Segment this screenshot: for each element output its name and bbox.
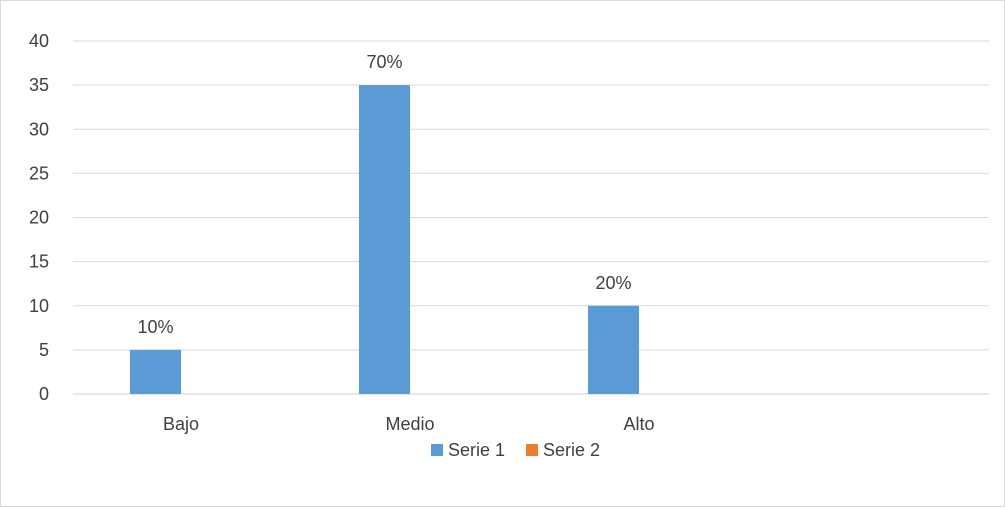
gridlines <box>73 40 989 395</box>
x-tick-label: Medio <box>385 414 434 434</box>
data-label: 10% <box>137 317 173 337</box>
bar-serie-1-medio <box>359 85 410 394</box>
legend-swatch <box>431 444 443 456</box>
data-label: 20% <box>595 273 631 293</box>
x-axis-ticks: Bajo Medio Alto <box>163 414 655 434</box>
legend-label: Serie 1 <box>448 440 505 460</box>
data-label: 70% <box>366 52 402 72</box>
bar-serie-1-bajo <box>130 349 181 394</box>
legend: Serie 1 Serie 2 <box>431 440 600 460</box>
y-tick-label: 20 <box>29 208 49 228</box>
x-tick-label: Alto <box>623 414 654 434</box>
y-tick-label: 10 <box>29 296 49 316</box>
y-tick-label: 5 <box>39 340 49 360</box>
y-tick-label: 30 <box>29 119 49 139</box>
bar-serie-1-alto <box>588 305 639 394</box>
y-tick-label: 25 <box>29 163 49 183</box>
x-tick-label: Bajo <box>163 414 199 434</box>
y-tick-label: 15 <box>29 252 49 272</box>
y-axis-ticks: 0 5 10 15 20 25 30 35 40 <box>29 31 49 404</box>
y-tick-label: 40 <box>29 31 49 51</box>
bars <box>130 85 639 394</box>
legend-swatch <box>526 444 538 456</box>
y-tick-label: 35 <box>29 75 49 95</box>
y-tick-label: 0 <box>39 384 49 404</box>
legend-label: Serie 2 <box>543 440 600 460</box>
data-labels: 10% 70% 20% <box>137 52 631 337</box>
